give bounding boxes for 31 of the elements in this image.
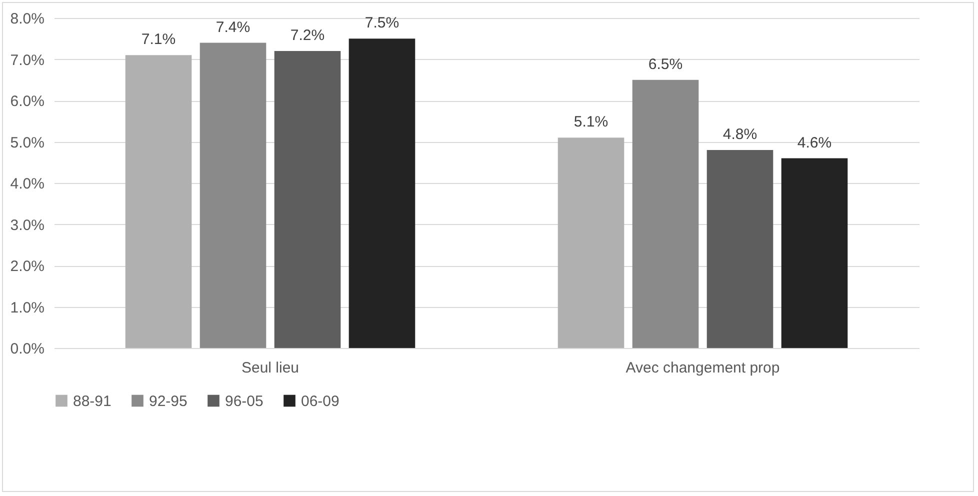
- bar: [558, 138, 624, 348]
- data-label: 5.1%: [574, 114, 608, 131]
- y-tick-label: 4.0%: [10, 176, 44, 192]
- y-tick-label: 3.0%: [10, 216, 44, 234]
- legend-label: 88-91: [73, 392, 112, 410]
- y-tick-label: 6.0%: [10, 93, 44, 110]
- bar: [274, 51, 341, 348]
- bar: [125, 55, 192, 348]
- data-label: 7.2%: [290, 27, 325, 44]
- y-tick-label: 5.0%: [10, 134, 44, 152]
- legend-label: 92-95: [149, 392, 188, 410]
- x-tick-label: Avec changement prop: [626, 360, 780, 376]
- legend-label: 06-09: [301, 392, 340, 410]
- legend-label: 96-05: [225, 392, 264, 410]
- data-label: 4.8%: [722, 126, 758, 143]
- bar: [706, 150, 774, 348]
- data-label: 7.5%: [364, 14, 400, 32]
- y-tick-label: 8.0%: [10, 10, 44, 28]
- bar: [632, 80, 699, 348]
- y-tick-label: 0.0%: [10, 340, 44, 358]
- data-label: 7.4%: [216, 18, 250, 36]
- bar: [348, 38, 416, 348]
- bar: [781, 158, 848, 348]
- x-tick-label: Seul lieu: [241, 360, 300, 376]
- y-tick-label: 7.0%: [10, 52, 44, 69]
- y-tick-label: 1.0%: [10, 299, 44, 316]
- data-label: 7.1%: [141, 31, 176, 48]
- data-label: 6.5%: [648, 56, 683, 73]
- y-tick-label: 2.0%: [10, 258, 44, 275]
- data-label: 4.6%: [797, 134, 832, 152]
- bar: [200, 42, 266, 348]
